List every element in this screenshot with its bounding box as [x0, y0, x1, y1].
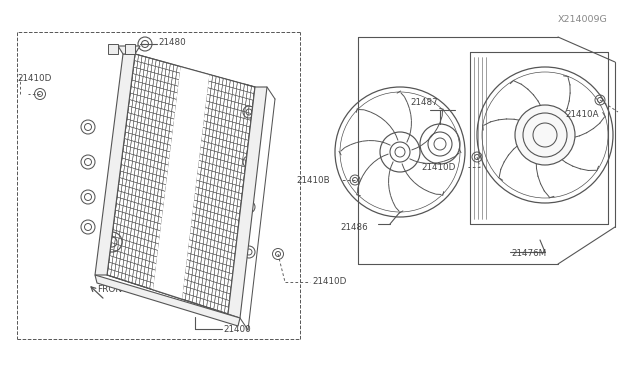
Bar [125, 44, 135, 54]
Text: 21476M: 21476M [511, 250, 546, 259]
Text: 21400: 21400 [223, 324, 251, 334]
Polygon shape [228, 87, 267, 318]
Polygon shape [135, 54, 245, 270]
Text: FRONT: FRONT [97, 285, 127, 295]
Polygon shape [118, 46, 140, 54]
Circle shape [515, 105, 575, 165]
Bar [108, 44, 118, 54]
Text: 21410B: 21410B [296, 176, 330, 185]
Text: X214009G: X214009G [558, 15, 608, 23]
Text: 21410D: 21410D [312, 278, 346, 286]
Polygon shape [202, 207, 255, 314]
Text: 21487: 21487 [410, 97, 438, 106]
Text: 21410D: 21410D [17, 74, 51, 83]
Text: 21480: 21480 [158, 38, 186, 46]
Text: 21410D: 21410D [422, 163, 456, 171]
Polygon shape [95, 54, 135, 275]
Polygon shape [153, 67, 209, 299]
Polygon shape [95, 275, 240, 326]
Polygon shape [107, 54, 255, 314]
Text: 21486: 21486 [340, 222, 368, 231]
Text: 21410A: 21410A [565, 109, 598, 119]
